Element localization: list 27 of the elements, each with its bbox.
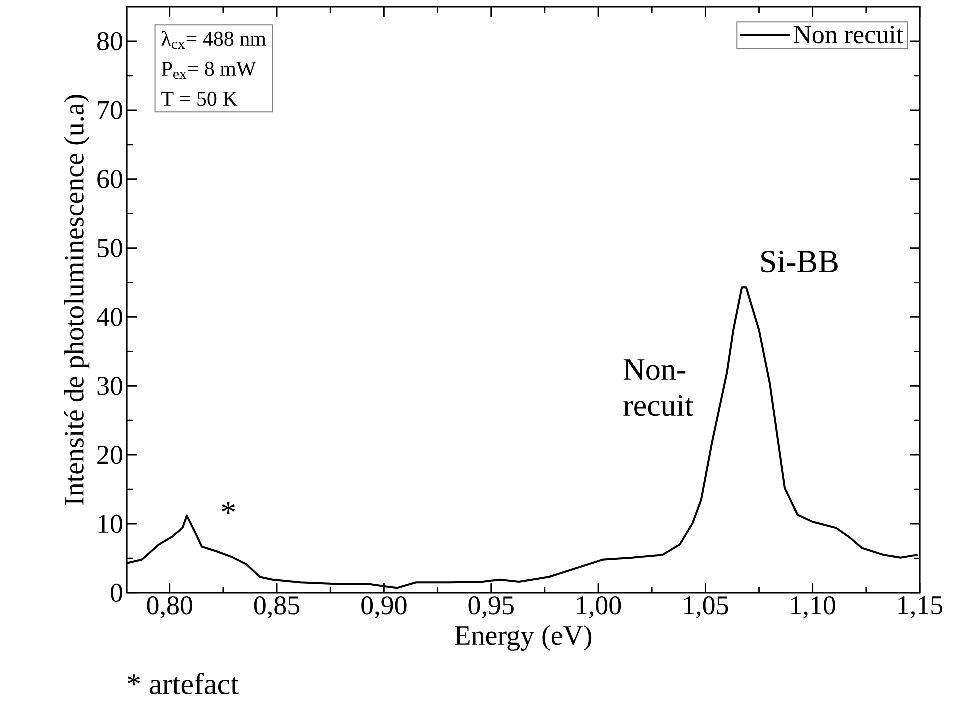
y-tick-label: 60	[98, 170, 122, 188]
x-tick-label: 1,05	[684, 596, 728, 619]
x-tick-label: 1,00	[577, 596, 622, 619]
annotation: *	[222, 502, 235, 514]
annotation: Non-recuit	[624, 360, 694, 416]
y-tick-label: 20	[98, 446, 122, 464]
legend-label: Non recuit	[794, 26, 904, 44]
x-tick-label: 0,85	[254, 596, 300, 619]
annotation: P$_{ex}$= 8 mW	[162, 62, 256, 80]
x-tick-label: 1,10	[792, 596, 836, 619]
y-tick-label: 50	[98, 239, 122, 258]
y-tick-label: 40	[97, 308, 122, 326]
x-tick-label: 0,95	[468, 596, 514, 619]
y-tick-label: 80	[98, 32, 122, 51]
y-tick-label: 10	[98, 514, 122, 534]
x-tick-label: 0,80	[147, 596, 192, 619]
annotation: Si-BB	[762, 251, 838, 273]
y-tick-label: 0	[111, 584, 122, 602]
y-axis-title: Intensité de photoluminescence (u.a)	[64, 95, 90, 506]
text: * artefact	[128, 673, 239, 695]
x-tick-label: 0,90	[362, 596, 407, 619]
x-axis-title: Energy (eV)	[454, 625, 592, 651]
annotation: λ$_{cx}$= 488 nm	[162, 31, 266, 50]
x-tick-label: 1,15	[898, 596, 943, 618]
y-tick-label: 30	[98, 377, 122, 396]
annotation: T = 50 K	[162, 92, 238, 106]
y-tick-label: 70	[98, 101, 122, 120]
